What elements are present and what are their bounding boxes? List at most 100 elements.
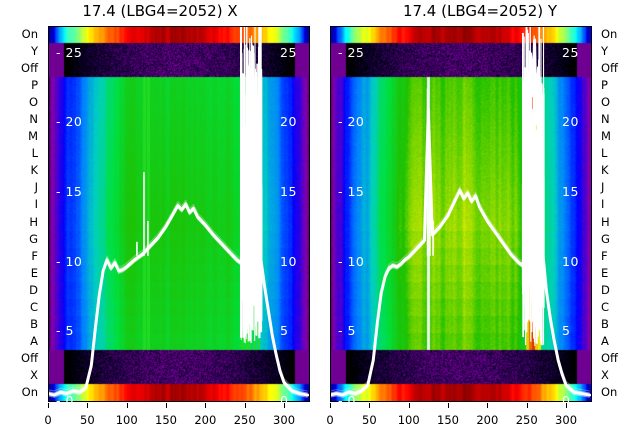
x-tick-mark-0: [48, 403, 49, 408]
inner-tick-15-left: - 15: [56, 184, 83, 200]
y-tick-10: I: [601, 197, 605, 212]
x-tick-mark-4: [205, 403, 207, 408]
x-tick-label-0: 0: [44, 413, 52, 427]
x-axis-y: 0 50 100 150 200 250 300: [326, 402, 592, 432]
x-tick-label-3: 150: [437, 413, 459, 427]
y-tick-18: A: [601, 334, 609, 349]
x-tick-label-0: 0: [326, 413, 334, 427]
panel-x-title: 17.4 (LBG4=2052) X: [82, 2, 238, 20]
x-tick-label-6: 300: [273, 413, 296, 427]
y-tick-21: On: [601, 385, 618, 400]
x-tick-mark-2: [126, 403, 128, 408]
y-tick-9: J: [601, 180, 605, 195]
inner-tick-15-right: 15: [280, 184, 297, 200]
y-tick-13: F: [31, 248, 38, 263]
y-tick-20: X: [601, 368, 609, 383]
y-tick-14: E: [30, 265, 38, 280]
y-tick-20: X: [30, 368, 38, 383]
x-tick-label-4: 200: [476, 413, 499, 427]
inner-tick-0-left: - 0: [338, 393, 356, 408]
heatmap-x-image: [48, 26, 310, 402]
panel-x: 17.4 (LBG4=2052) X On Y Off P O N M L K J I H G F E D C B…: [10, 0, 310, 440]
inner-tick-25-left: - 25: [56, 44, 83, 60]
heatmap-y-image: [330, 26, 592, 402]
y-tick-13: F: [601, 248, 608, 263]
y-tick-6: M: [601, 129, 611, 144]
x-tick-mark-3: [448, 403, 450, 408]
y-tick-5: N: [601, 112, 610, 126]
y-tick-19: Off: [21, 351, 38, 366]
y-tick-0: On: [21, 26, 38, 41]
x-tick-label-1: 50: [362, 413, 377, 427]
inner-tick-5-right: 5: [280, 323, 289, 339]
y-tick-2: Off: [21, 60, 38, 75]
y-tick-17: B: [601, 317, 609, 332]
y-tick-11: H: [29, 214, 38, 229]
y-tick-6: M: [28, 129, 38, 144]
inner-tick-0-right: 0: [280, 393, 289, 408]
y-tick-1: Y: [601, 43, 609, 58]
x-tick-label-1: 50: [80, 413, 95, 427]
heatmap-y[interactable]: [330, 26, 592, 402]
x-tick-mark-0: [330, 403, 331, 408]
y-tick-21: On: [21, 385, 38, 400]
inner-tick-25-left: - 25: [338, 44, 365, 60]
inner-tick-5-left: - 5: [56, 323, 74, 339]
x-tick-mark-1: [87, 403, 89, 408]
x-tick-label-5: 250: [233, 413, 256, 427]
y-tick-15: D: [601, 282, 610, 297]
y-tick-0: On: [601, 26, 618, 41]
inner-tick-10-right: 10: [562, 253, 579, 269]
x-tick-label-5: 250: [515, 413, 538, 427]
y-tick-8: K: [601, 163, 609, 178]
inner-tick-15-right: 15: [562, 184, 579, 200]
x-axis-x: 0 50 100 150 200 250 300: [44, 402, 310, 432]
inner-tick-20-right: 20: [562, 114, 579, 130]
x-tick-mark-1: [369, 403, 371, 408]
y-tick-4: O: [28, 94, 38, 109]
y-tick-12: G: [29, 231, 38, 246]
x-tick-label-4: 200: [194, 413, 217, 427]
inner-tick-5-right: 5: [562, 323, 571, 339]
y-tick-16: C: [29, 300, 38, 314]
y-tick-7: L: [31, 146, 38, 161]
x-tick-mark-5: [526, 403, 528, 408]
x-tick-label-2: 100: [397, 413, 420, 427]
inner-tick-20-right: 20: [280, 114, 297, 130]
y-tick-3: P: [31, 77, 38, 92]
y-tick-7: L: [601, 146, 608, 161]
y-tick-9: J: [34, 180, 38, 195]
inner-tick-25-right: 25: [562, 44, 579, 60]
inner-tick-10-right: 10: [280, 253, 297, 269]
inner-tick-5-left: - 5: [338, 323, 356, 339]
inner-tick-20-left: - 20: [338, 114, 365, 130]
x-tick-mark-4: [487, 403, 489, 408]
y-tick-15: D: [29, 282, 38, 297]
y-tick-19: Off: [601, 351, 618, 366]
inner-tick-10-left: - 10: [56, 253, 83, 269]
y-tick-5: N: [29, 112, 38, 126]
x-tick-mark-6: [566, 403, 568, 408]
inner-tick-0-right: 0: [562, 393, 571, 408]
inner-tick-15-left: - 15: [338, 184, 365, 200]
inner-tick-0-left: - 0: [56, 393, 74, 408]
heatmap-x[interactable]: [48, 26, 310, 402]
y-tick-17: B: [30, 317, 38, 332]
x-tick-mark-3: [166, 403, 168, 408]
x-tick-mark-2: [408, 403, 410, 408]
y-tick-1: Y: [30, 43, 38, 58]
y-tick-11: H: [601, 214, 610, 229]
x-tick-label-2: 100: [115, 413, 138, 427]
y-axis-labels-right: On Y Off P O N M L K J I H G F E D C B A Off X On: [598, 0, 628, 440]
y-tick-14: E: [601, 265, 609, 280]
y-tick-10: I: [34, 197, 38, 212]
inner-tick-10-left: - 10: [338, 253, 365, 269]
y-axis-labels-left: On Y Off P O N M L K J I H G F E D C B A Off X On: [10, 0, 40, 440]
x-tick-mark-6: [284, 403, 286, 408]
x-tick-label-3: 150: [155, 413, 177, 427]
y-tick-4: O: [601, 94, 611, 109]
inner-tick-20-left: - 20: [56, 114, 83, 130]
panel-y: 17.4 (LBG4=2052) Y On Y Off P O N M L K J I H G F E D C B…: [320, 0, 640, 440]
y-tick-16: C: [601, 300, 610, 314]
